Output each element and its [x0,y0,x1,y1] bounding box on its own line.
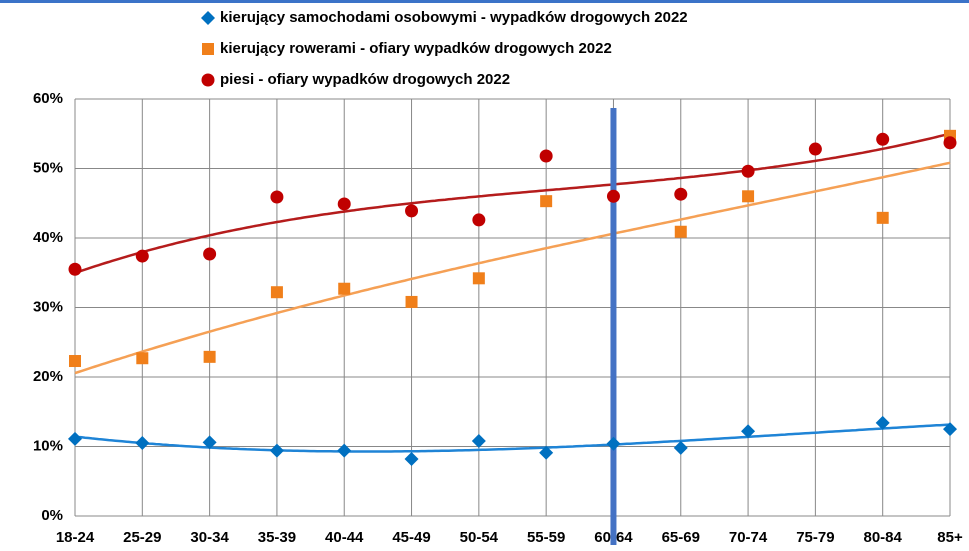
data-point [539,149,553,163]
x-tick-label: 30-34 [190,529,229,546]
data-point [338,282,351,295]
data-point [337,197,351,211]
x-tick-label: 35-39 [258,529,296,546]
data-point [606,436,621,451]
trend-line [74,423,951,453]
data-point [202,435,217,450]
y-tick-label: 20% [33,368,63,385]
data-point [269,443,284,458]
y-tick-label: 60% [33,90,63,107]
x-tick-label: 25-29 [123,529,161,546]
data-point [68,431,82,446]
data-point [876,211,889,224]
data-point [471,433,486,448]
legend-label: piesi - ofiary wypadków drogowych 2022 [220,71,510,88]
data-point [136,352,149,365]
x-tick-label: 50-54 [460,529,499,546]
data-point [539,445,554,460]
data-point [741,164,755,178]
y-tick-label: 50% [33,159,63,176]
trend-line [74,132,951,275]
legend-marker [202,43,214,55]
data-point [135,249,149,263]
y-tick-label: 40% [33,229,63,246]
data-point [808,142,822,156]
data-point [876,132,890,146]
data-point [135,436,150,451]
data-point [337,443,352,458]
data-point [943,136,957,150]
y-tick-label: 30% [33,298,63,315]
data-point [472,272,485,285]
data-point [741,424,756,439]
data-point [404,452,419,467]
data-point [270,190,284,204]
x-tick-label: 85+ [937,529,963,546]
data-point [674,187,688,201]
data-point [606,189,620,203]
x-tick-label: 45-49 [392,529,430,546]
legend-marker [201,73,215,87]
data-point [742,190,755,203]
x-tick-label: 70-74 [729,529,768,546]
y-tick-label: 10% [33,437,63,454]
x-tick-label: 18-24 [56,529,95,546]
x-tick-label: 40-44 [325,529,364,546]
data-point [674,225,687,238]
x-tick-label: 80-84 [864,529,903,546]
y-tick-label: 0% [41,507,63,524]
data-point [270,286,283,299]
data-point [943,422,957,437]
x-tick-label: 55-59 [527,529,565,546]
data-point [673,440,688,455]
data-point [540,195,553,208]
legend-label: kierujący rowerami - ofiary wypadków dro… [220,40,612,57]
legend-label: kierujący samochodami osobowymi - wypadk… [220,9,688,26]
data-point [203,350,216,363]
data-point [68,262,82,276]
top-border [0,0,969,3]
data-point [203,247,217,261]
data-point [69,355,81,368]
data-point [875,415,890,430]
data-point [405,204,419,218]
trend-line [74,161,951,375]
legend-marker [201,11,215,25]
x-tick-label: 65-69 [662,529,700,546]
x-tick-label: 75-79 [796,529,834,546]
data-point [405,295,418,308]
data-point [472,213,486,227]
